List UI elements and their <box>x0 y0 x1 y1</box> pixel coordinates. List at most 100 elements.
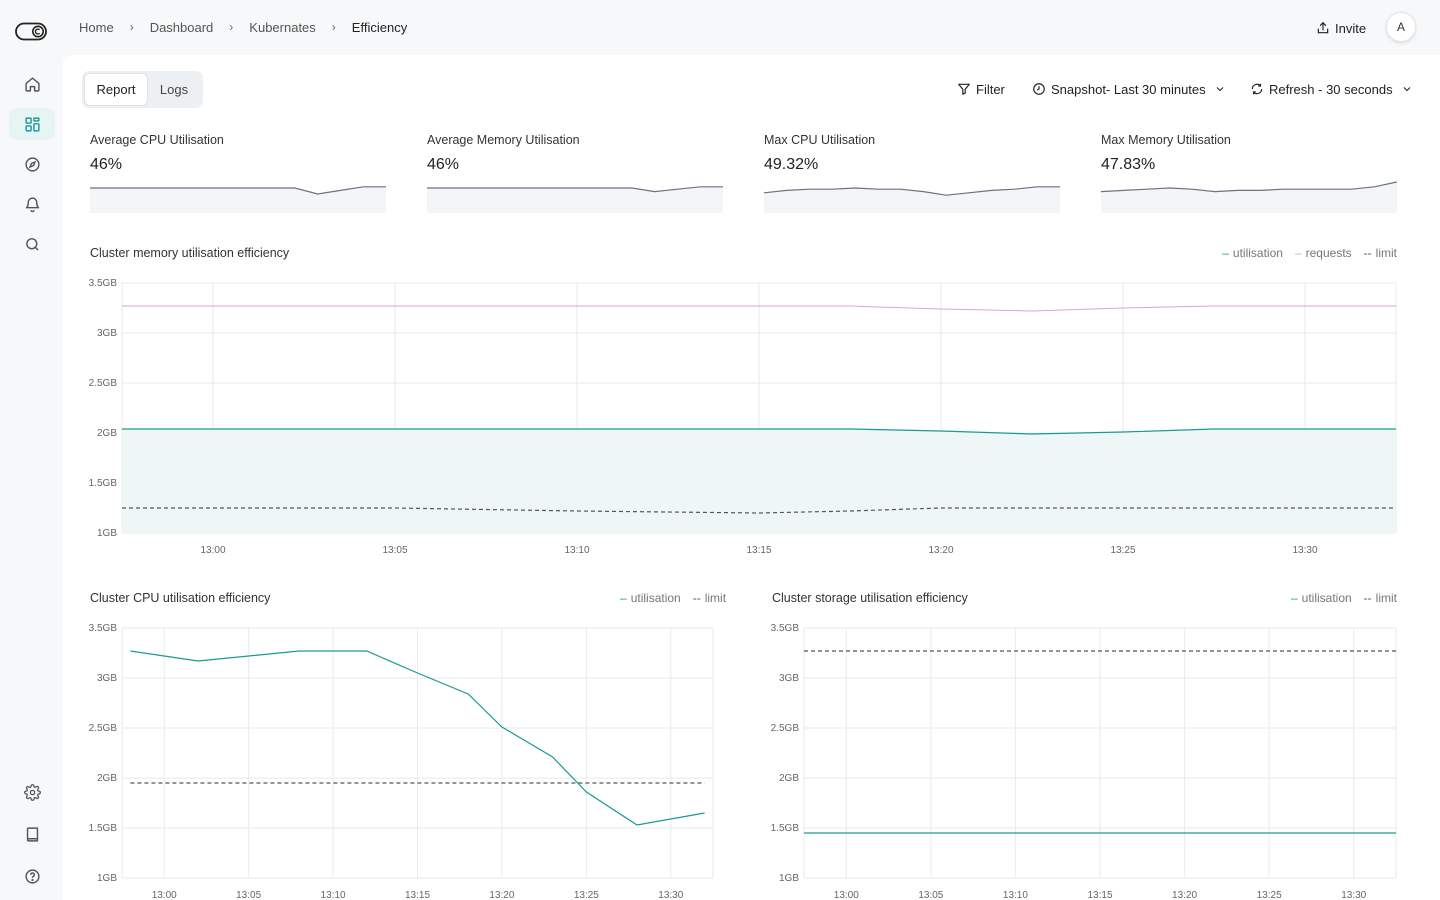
sparkline-line <box>90 186 386 195</box>
legend-limit[interactable]: -- limit <box>1363 591 1397 605</box>
breadcrumb-home[interactable]: Home <box>79 19 114 35</box>
sparkline <box>427 186 723 213</box>
x-tick-label: 13:00 <box>152 890 177 900</box>
x-tick-label: 13:00 <box>834 890 859 900</box>
y-tick-label: 3.5GB <box>771 623 800 634</box>
x-tick-label: 13:15 <box>1087 890 1112 900</box>
y-tick-label: 3.5GB <box>89 623 118 634</box>
kpi-label: Average Memory Utilisation <box>427 133 580 147</box>
invite-label: Invite <box>1335 20 1367 36</box>
kpi-label: Average CPU Utilisation <box>90 133 224 147</box>
kpi-avg-memory: Average Memory Utilisation 46% <box>427 133 723 213</box>
tab-logs[interactable]: Logs <box>159 82 189 97</box>
help-icon[interactable] <box>9 860 55 892</box>
legend-label: utilisation <box>1232 246 1283 260</box>
x-tick-label: 13:15 <box>405 890 430 900</box>
breadcrumb-dashboard[interactable]: Dashboard <box>149 19 214 35</box>
chevron-down-icon <box>1216 87 1224 92</box>
x-tick-label: 13:25 <box>1257 890 1282 900</box>
bell-icon[interactable] <box>9 188 55 220</box>
legend-utilisation[interactable]: – utilisation <box>1222 246 1283 260</box>
breadcrumb: Home › Dashboard › Kubernates › Efficien… <box>79 19 407 35</box>
filter-icon <box>958 83 970 95</box>
kpi-value: 46% <box>90 156 123 173</box>
chart-title: Cluster storage utilisation efficiency <box>772 591 968 605</box>
legend-label: limit <box>1375 246 1397 260</box>
tab-report[interactable]: Report <box>84 73 148 106</box>
filter-button[interactable]: Filter <box>957 80 1005 98</box>
kpi-label: Max CPU Utilisation <box>764 133 876 147</box>
compass-icon[interactable] <box>9 148 55 180</box>
y-tick-label: 1.5GB <box>771 823 800 834</box>
chevron-right-icon: › <box>331 20 336 34</box>
share-icon <box>1317 21 1329 34</box>
cpu-chart: 1GB 1.5GB 2GB 2.5GB 3GB 3.5GB 13:00 13:05 13:10 1… <box>89 623 714 900</box>
x-tick-label: 13:30 <box>1341 890 1366 900</box>
sparkline-fill <box>764 186 1060 213</box>
chevron-right-icon: › <box>229 20 234 34</box>
filter-label: Filter <box>976 81 1005 97</box>
sparkline-fill <box>90 186 386 213</box>
legend-utilisation[interactable]: – utilisation <box>1290 591 1352 605</box>
y-tick-label: 3.5GB <box>89 278 118 289</box>
refresh-dropdown[interactable]: Refresh - 30 seconds <box>1250 80 1413 98</box>
x-tick-label: 13:20 <box>1172 890 1197 900</box>
x-tick-label: 13:05 <box>382 545 407 556</box>
y-tick-label: 1.5GB <box>89 823 118 834</box>
breadcrumb-current: Efficiency <box>351 19 408 35</box>
sidebar <box>0 0 63 900</box>
y-tick-label: 2.5GB <box>89 723 118 734</box>
y-tick-label: 2.5GB <box>771 723 800 734</box>
sparkline-fill <box>1101 182 1397 213</box>
legend-label: requests <box>1305 246 1352 260</box>
storage-chart: 1GB 1.5GB 2GB 2.5GB 3GB 3.5GB 13:00 13:05 13:10 1… <box>771 623 1397 900</box>
y-tick-label: 2GB <box>97 773 117 784</box>
sparkline-fill <box>427 186 723 213</box>
sparkline <box>1101 181 1397 213</box>
chart-title: Cluster memory utilisation efficiency <box>90 246 290 260</box>
chart-legend: – utilisation -- limit <box>620 591 726 605</box>
legend-limit[interactable]: -- limit <box>1363 246 1397 260</box>
avatar[interactable]: A <box>1386 12 1416 42</box>
x-tick-label: 13:05 <box>918 890 943 900</box>
x-tick-label: 13:25 <box>1110 545 1135 556</box>
y-tick-label: 3GB <box>97 673 117 684</box>
logo[interactable] <box>15 22 47 41</box>
x-tick-label: 13:15 <box>746 545 771 556</box>
snapshot-label: Snapshot- Last 30 minutes <box>1051 81 1206 97</box>
snapshot-dropdown[interactable]: Snapshot- Last 30 minutes <box>1032 80 1226 98</box>
legend-utilisation[interactable]: – utilisation <box>620 591 681 605</box>
kpi-max-cpu: Max CPU Utilisation 49.32% <box>764 133 1060 213</box>
book-icon[interactable] <box>9 818 55 850</box>
home-icon[interactable] <box>9 68 55 100</box>
y-tick-label: 2.5GB <box>89 378 118 389</box>
search-icon[interactable] <box>9 228 55 260</box>
legend-requests[interactable]: – requests <box>1294 246 1352 260</box>
y-tick-label: 1GB <box>97 873 117 884</box>
series-requests <box>122 305 1396 312</box>
chevron-down-icon <box>1403 87 1410 92</box>
sparkline-line <box>1101 181 1397 193</box>
legend-limit[interactable]: -- limit <box>692 591 727 605</box>
refresh-icon <box>1251 83 1263 95</box>
series-utilisation <box>130 650 705 826</box>
chart-legend: – utilisation – requests -- limit <box>1222 246 1397 260</box>
kpi-value: 46% <box>427 156 460 173</box>
x-tick-label: 13:25 <box>574 890 599 900</box>
refresh-label: Refresh - 30 seconds <box>1269 81 1393 97</box>
legend-label: utilisation <box>1301 591 1352 605</box>
y-tick-label: 1GB <box>779 873 799 884</box>
x-tick-label: 13:30 <box>658 890 683 900</box>
sparkline <box>90 186 386 213</box>
sparkline <box>764 186 1060 213</box>
y-tick-label: 3GB <box>779 673 799 684</box>
gear-icon[interactable] <box>9 776 55 808</box>
invite-button[interactable]: Invite <box>1316 18 1366 38</box>
dashboard-icon[interactable] <box>9 108 55 140</box>
y-tick-label: 1GB <box>97 528 117 539</box>
series-utilisation <box>122 428 1396 435</box>
kpi-max-memory: Max Memory Utilisation 47.83% <box>1101 133 1397 213</box>
breadcrumb-kubernates[interactable]: Kubernates <box>249 19 316 35</box>
x-tick-label: 13:10 <box>321 890 346 900</box>
x-tick-label: 13:10 <box>1003 890 1028 900</box>
